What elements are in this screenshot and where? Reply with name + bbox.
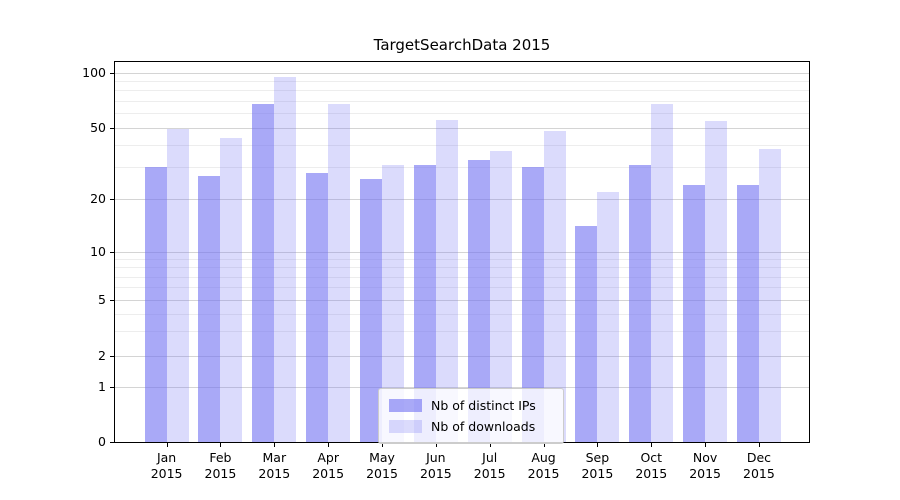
gridline-20	[115, 199, 809, 200]
bar-distinct-ips	[521, 167, 544, 442]
x-tick-label: Nov 2015	[689, 450, 721, 481]
gridline-8	[115, 267, 809, 269]
x-tick-label: May 2015	[366, 450, 398, 481]
x-tick-mark	[328, 443, 330, 447]
gridline-5	[115, 300, 809, 301]
gridline-9	[115, 259, 809, 261]
x-tick-label: Sep 2015	[581, 450, 614, 481]
x-tick-label: Feb 2015	[204, 450, 237, 481]
x-tick-label: Dec 2015	[743, 450, 775, 481]
bar-distinct-ips	[360, 178, 382, 442]
x-tick-mark	[543, 443, 545, 447]
y-tick-label: 10	[90, 244, 106, 259]
gridlines	[115, 62, 809, 442]
x-tick-mark	[705, 443, 707, 447]
x-tick-label: Oct 2015	[635, 450, 668, 481]
legend-item: Nb of distinct IPs	[389, 395, 553, 416]
x-tick-mark	[166, 443, 168, 447]
gridline-7	[115, 276, 809, 278]
x-tick-label: Jun 2015	[419, 450, 452, 481]
x-tick-mark	[651, 443, 653, 447]
bar-distinct-ips	[413, 164, 436, 442]
bar-downloads	[758, 148, 781, 442]
gridline-1	[115, 387, 809, 388]
y-tick-label: 1	[98, 379, 106, 394]
bar-downloads	[220, 137, 243, 442]
x-tick-label: Mar 2015	[258, 450, 291, 481]
y-tick-mark	[110, 72, 114, 74]
gridline-80	[115, 90, 809, 92]
y-tick-mark	[110, 252, 114, 253]
bar-downloads	[705, 121, 728, 442]
bar-downloads	[328, 104, 351, 442]
bar-downloads	[382, 164, 404, 442]
bar-distinct-ips	[198, 175, 221, 442]
x-tick-label: Jul 2015	[473, 450, 506, 481]
y-tick-label: 100	[82, 64, 106, 80]
y-tick-mark	[110, 127, 114, 129]
bar-distinct-ips	[736, 184, 759, 442]
bar-downloads	[274, 76, 297, 442]
chart-title: TargetSearchData 2015	[373, 36, 551, 54]
gridline-100	[115, 72, 809, 74]
bar-distinct-ips	[683, 184, 706, 442]
bar-downloads	[543, 130, 566, 442]
x-tick-label: Apr 2015	[312, 450, 345, 481]
y-tick-label: 2	[98, 348, 106, 363]
plot-area: Nb of distinct IPs Nb of downloads	[114, 61, 810, 444]
bar-downloads	[651, 104, 674, 442]
x-tick-mark	[274, 443, 276, 447]
y-tick-label: 20	[90, 191, 106, 206]
y-tick-mark	[110, 300, 114, 301]
y-tick-label: 0	[98, 434, 106, 449]
y-tick-mark	[110, 356, 114, 357]
bar-distinct-ips	[252, 104, 275, 442]
legend: Nb of distinct IPs Nb of downloads	[378, 388, 564, 444]
x-tick-mark	[597, 443, 599, 447]
gridline-2	[115, 356, 809, 357]
y-tick-mark	[110, 387, 114, 388]
legend-swatch-distinct-ips	[389, 399, 422, 412]
y-tick-label: 50	[90, 119, 106, 135]
x-tick-label: Aug 2015	[527, 450, 560, 481]
bar-distinct-ips	[467, 159, 490, 442]
bars-layer	[115, 62, 809, 442]
y-tick-label: 5	[98, 292, 106, 307]
bar-distinct-ips	[629, 164, 652, 442]
x-tick-mark	[758, 443, 760, 447]
gridline-3	[115, 331, 809, 333]
legend-label: Nb of downloads	[431, 419, 536, 434]
gridline-6	[115, 287, 809, 289]
x-tick-mark	[489, 443, 491, 447]
bar-distinct-ips	[575, 226, 598, 442]
x-tick-mark	[382, 443, 383, 447]
gridline-40	[115, 144, 809, 146]
x-tick-mark	[435, 443, 437, 447]
x-tick-label: Jan 2015	[150, 450, 183, 481]
gridline-60	[115, 113, 809, 115]
legend-swatch-downloads	[389, 420, 422, 433]
gridline-50	[115, 127, 809, 129]
gridline-30	[115, 167, 809, 169]
y-tick-mark	[110, 442, 114, 443]
bar-downloads	[489, 151, 512, 442]
bar-distinct-ips	[306, 172, 329, 442]
gridline-90	[115, 80, 809, 82]
bar-downloads	[435, 119, 458, 442]
gridline-70	[115, 100, 809, 102]
bar-downloads	[166, 129, 189, 442]
gridline-10	[115, 252, 809, 253]
legend-label: Nb of distinct IPs	[431, 398, 536, 413]
legend-item: Nb of downloads	[389, 416, 553, 437]
x-tick-mark	[220, 443, 222, 447]
gridline-4	[115, 313, 809, 315]
y-tick-mark	[110, 199, 114, 200]
bar-downloads	[597, 191, 620, 442]
bar-distinct-ips	[144, 167, 167, 442]
